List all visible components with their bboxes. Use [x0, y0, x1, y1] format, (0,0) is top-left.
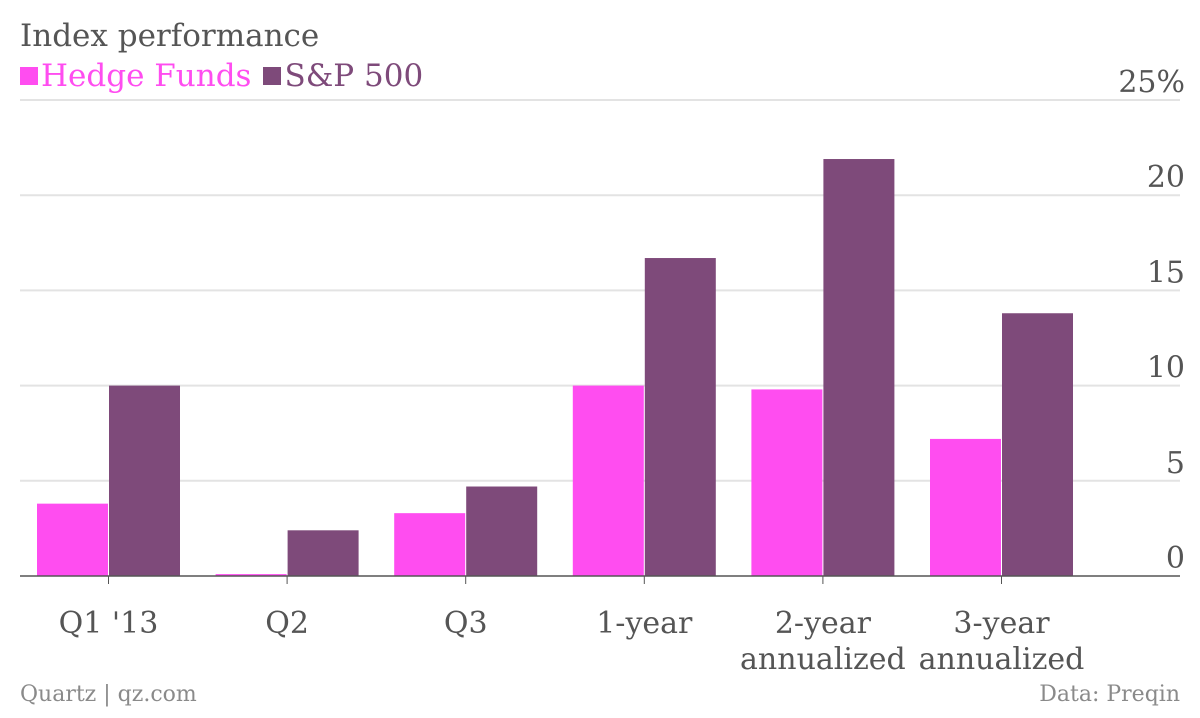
bar [394, 513, 466, 576]
bar [751, 389, 823, 576]
source-credit: Quartz | qz.com [20, 682, 197, 707]
x-tick-label: 3-year annualized [919, 606, 1085, 677]
legend-swatch-hedge-funds [20, 67, 38, 85]
bar [287, 530, 359, 576]
legend-item-hedge-funds: Hedge Funds [20, 58, 251, 94]
legend-label-hedge-funds: Hedge Funds [41, 58, 252, 94]
y-tick-label: 10 [1147, 351, 1185, 386]
chart-title: Index performance [20, 18, 320, 54]
x-tick-label: Q2 [265, 606, 309, 641]
bar [109, 385, 180, 576]
bar [572, 385, 644, 576]
legend-swatch-sp500 [263, 67, 282, 85]
y-tick-label: 5 [1166, 446, 1185, 481]
bar [37, 503, 108, 576]
x-tick-label: Q3 [444, 606, 488, 641]
bar [823, 159, 895, 577]
x-tick-label: 2-year annualized [740, 606, 906, 677]
legend-item-sp500: S&P 500 [263, 58, 423, 94]
y-tick-label: 25% [1118, 65, 1185, 100]
bar [215, 574, 287, 576]
bar [930, 438, 1001, 576]
x-tick-label: Q1 '13 [59, 606, 159, 641]
legend-label-sp500: S&P 500 [284, 58, 424, 94]
x-tick-label: 1-year [596, 606, 693, 641]
bar [1002, 313, 1073, 576]
bar [466, 486, 538, 576]
data-source: Data: Preqin [1039, 682, 1180, 707]
y-tick-label: 0 [1166, 541, 1185, 576]
bar [644, 258, 716, 576]
chart-legend: Hedge Funds S&P 500 [20, 58, 435, 94]
y-tick-label: 15 [1147, 255, 1185, 290]
y-tick-label: 20 [1147, 160, 1185, 195]
